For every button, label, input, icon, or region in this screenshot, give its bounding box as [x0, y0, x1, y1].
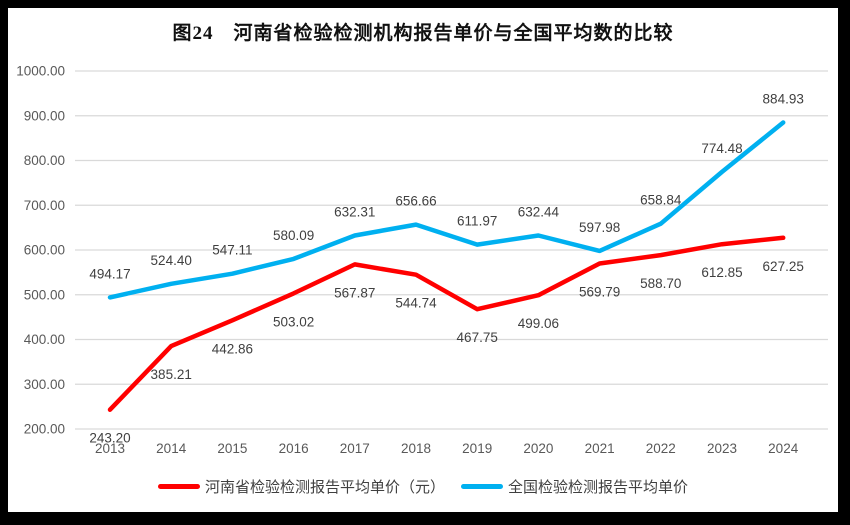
data-label: 612.85: [701, 265, 742, 280]
y-tick-label: 1000.00: [16, 64, 65, 79]
data-label: 467.75: [457, 330, 498, 345]
x-tick-label: 2013: [95, 441, 125, 456]
data-label: 503.02: [273, 314, 314, 329]
data-label: 547.11: [212, 243, 252, 258]
series-line: [107, 235, 786, 412]
national-series-label: 全国检验检测报告平均单价: [508, 479, 689, 496]
y-tick-label: 800.00: [24, 153, 65, 168]
data-label: 567.87: [334, 285, 375, 300]
series-line: [107, 120, 786, 300]
data-label: 774.48: [701, 141, 742, 156]
chart-title: 图24 河南省检验检测机构报告单价与全国平均数的比较: [172, 23, 674, 44]
x-tick-label: 2020: [523, 441, 553, 456]
data-label: 632.31: [334, 205, 375, 220]
y-tick-label: 700.00: [24, 198, 65, 213]
data-label: 611.97: [457, 214, 497, 229]
x-tick-label: 2021: [585, 441, 615, 456]
national-series-swatch: [461, 484, 503, 489]
y-tick-label: 200.00: [24, 422, 65, 437]
x-tick-label: 2015: [217, 441, 247, 456]
chart-frame: 图24 河南省检验检测机构报告单价与全国平均数的比较 200.00 300.00 4…: [8, 8, 838, 512]
legend-item-henan: 河南省检验检测报告平均单价（元）: [157, 476, 445, 497]
y-tick-label: 300.00: [24, 377, 65, 392]
x-tick-label: 2018: [401, 441, 431, 456]
henan-series-swatch: [157, 484, 200, 489]
henan-series-label: 河南省检验检测报告平均单价（元）: [204, 479, 445, 496]
x-tick-label: 2016: [279, 441, 309, 456]
data-label: 588.70: [640, 276, 681, 291]
x-tick-label: 2019: [462, 441, 492, 456]
data-label: 442.86: [212, 341, 253, 356]
y-tick-label: 900.00: [24, 108, 65, 123]
data-label: 385.21: [151, 367, 192, 382]
data-label: 656.66: [395, 194, 436, 209]
data-label: 524.40: [151, 253, 192, 268]
data-label: 494.17: [89, 266, 130, 281]
x-tick-label: 2017: [340, 441, 370, 456]
y-tick-label: 600.00: [24, 243, 65, 258]
data-label: 243.20: [89, 431, 130, 446]
data-label: 632.44: [518, 204, 560, 219]
data-label: 658.84: [640, 193, 682, 208]
x-tick-label: 2014: [156, 441, 187, 456]
data-label: 627.25: [763, 259, 804, 274]
data-label: 544.74: [395, 296, 437, 311]
x-tick-label: 2024: [768, 441, 799, 456]
y-tick-label: 500.00: [24, 287, 65, 302]
data-label: 580.09: [273, 228, 314, 243]
data-label: 884.93: [763, 91, 804, 106]
y-tick-label: 400.00: [24, 332, 65, 347]
line-chart-plot: 200.00 300.00 400.00 500.00 600.00 700.00 800.…: [16, 64, 828, 456]
chart-legend: 河南省检验检测报告平均单价（元） 全国检验检测报告平均单价: [8, 476, 838, 497]
x-tick-label: 2023: [707, 441, 737, 456]
data-label: 569.79: [579, 285, 620, 300]
data-label: 597.98: [579, 220, 620, 235]
legend-item-national: 全国检验检测报告平均单价: [461, 476, 688, 497]
data-label: 499.06: [518, 316, 559, 331]
x-tick-label: 2022: [646, 441, 676, 456]
